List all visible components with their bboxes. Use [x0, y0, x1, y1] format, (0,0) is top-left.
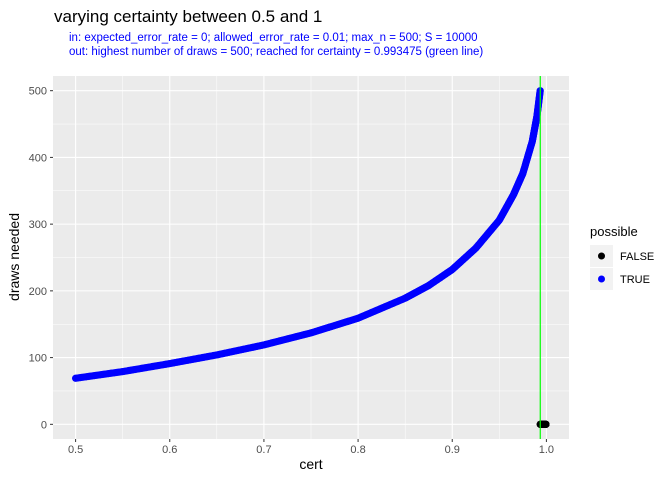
- chart-title: varying certainty between 0.5 and 1: [54, 7, 322, 26]
- x-tick-label: 0.8: [350, 444, 365, 456]
- y-tick-label: 0: [41, 419, 47, 431]
- legend-label: TRUE: [620, 274, 650, 286]
- legend-keys: FALSE TRUE: [590, 245, 654, 290]
- y-axis: 0 100 200 300 400 500: [29, 86, 53, 431]
- y-tick-label: 300: [29, 219, 47, 231]
- data-point: [542, 420, 550, 428]
- legend: possible FALSE TRUE: [590, 224, 654, 290]
- x-axis-title: cert: [299, 456, 322, 472]
- x-tick-label: 1.0: [539, 444, 554, 456]
- y-axis-title: draws needed: [6, 213, 22, 301]
- legend-marker: [598, 275, 605, 283]
- y-tick-label: 400: [29, 152, 47, 164]
- x-tick-label: 0.6: [162, 444, 177, 456]
- y-tick-label: 100: [29, 353, 47, 365]
- chart-subtitle-line-1: in: expected_error_rate = 0; allowed_err…: [69, 32, 478, 44]
- legend-label: FALSE: [620, 251, 654, 263]
- x-tick-label: 0.7: [256, 444, 271, 456]
- y-tick-label: 500: [29, 86, 47, 98]
- x-tick-label: 0.5: [68, 444, 83, 456]
- chart-subtitle-line-2: out: highest number of draws = 500; reac…: [69, 46, 483, 58]
- data-points: [71, 87, 550, 428]
- legend-marker: [598, 252, 605, 260]
- x-tick-label: 0.9: [445, 444, 460, 456]
- minor-gridlines: [53, 76, 569, 439]
- legend-title: possible: [590, 224, 638, 239]
- y-tick-label: 200: [29, 286, 47, 298]
- x-axis: 0.5 0.6 0.7 0.8 0.9 1.0: [68, 439, 554, 456]
